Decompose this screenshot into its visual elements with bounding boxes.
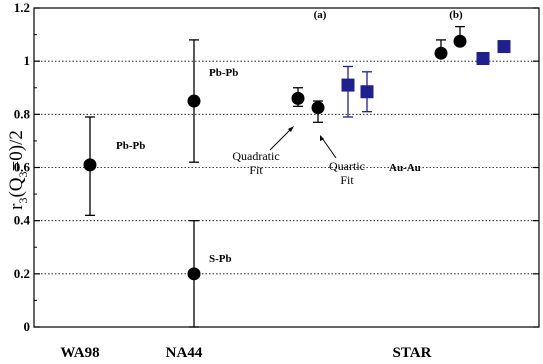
y-axis-label-sub2: 3 — [16, 171, 30, 177]
data-point-circle — [187, 94, 201, 108]
y-axis-label: r3(Q3=0)/2 — [6, 130, 30, 210]
y-axis-label-sub1: 3 — [16, 198, 30, 204]
data-point-square — [497, 40, 511, 54]
annotation-quadratic-line1: Quadratic — [232, 149, 279, 163]
annotation-na44-pbpb: Pb-Pb — [209, 67, 238, 79]
arrowhead-quartic — [320, 135, 324, 141]
annotation-na44-spb: S-Pb — [209, 253, 232, 265]
y-tick-label: 0.8 — [14, 106, 31, 121]
data-point-square — [360, 85, 374, 99]
data-point-circle — [311, 101, 325, 115]
data-point-square — [476, 52, 490, 66]
data-marks — [83, 25, 511, 328]
annotation-quadratic-line2: Fit — [249, 163, 263, 177]
y-tick-label: 0.4 — [14, 213, 31, 228]
annotation-quartic-line2: Fit — [340, 173, 354, 187]
data-point-circle — [187, 267, 201, 281]
y-axis-label-mid: (Q — [6, 177, 27, 197]
data-point-square — [341, 78, 355, 92]
arrow-quartic — [321, 137, 337, 159]
category-label-wa98: WA98 — [60, 345, 99, 361]
data-point-circle — [434, 46, 448, 60]
y-tick-label: 0 — [24, 319, 31, 334]
arrowhead-quadratic — [288, 126, 294, 132]
category-label-na44: NA44 — [166, 345, 203, 361]
annotation-panel-b: (b) — [449, 9, 463, 21]
grid-lines — [34, 60, 539, 275]
plot-frame — [33, 7, 540, 328]
y-tick-label: 0.2 — [14, 266, 30, 281]
annotation-panel-a: (a) — [314, 9, 327, 21]
annotation-star-auau: Au-Au — [389, 162, 421, 174]
y-tick-label: 1 — [24, 53, 31, 68]
arrow-quadratic — [269, 127, 293, 151]
y-tick-labels: 0 0.2 0.4 0.6 0.8 1 1.2 — [14, 0, 31, 334]
annotation-wa98-pbpb: Pb-Pb — [116, 140, 145, 152]
y-axis-label-post: =0)/2 — [6, 130, 27, 171]
data-point-circle — [291, 91, 305, 105]
annotation-quartic-line1: Quartic — [329, 159, 365, 173]
data-point-circle — [83, 158, 97, 172]
y-axis-label-r: r — [6, 203, 27, 210]
y-tick-label: 1.2 — [14, 0, 30, 15]
y-tick-label: 0.6 — [14, 160, 31, 175]
data-point-circle — [453, 34, 467, 48]
category-label-star: STAR — [393, 345, 432, 361]
